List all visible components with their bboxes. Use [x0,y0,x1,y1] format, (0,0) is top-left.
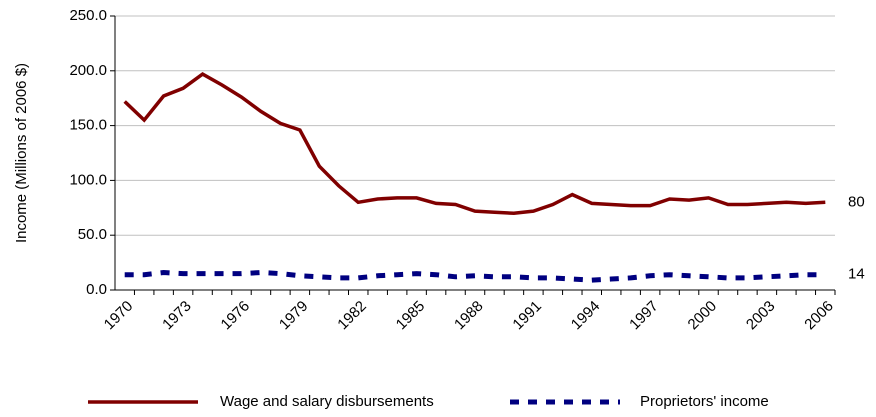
x-tick-label: 2003 [743,298,779,334]
y-axis-label: Income (Millions of 2006 $) [13,63,30,243]
x-tick-label: 1988 [451,298,487,334]
x-tick-label: 1970 [101,298,137,334]
end-label: 80 [848,193,865,210]
x-tick-label: 1985 [393,298,429,334]
y-tick-label: 150.0 [69,117,107,134]
y-tick-label: 50.0 [78,226,107,243]
end-label: 14 [848,266,865,283]
series-line [124,269,826,283]
legend-label: Wage and salary disbursements [220,393,434,410]
x-tick-label: 1994 [568,298,604,334]
x-tick-label: 2000 [685,298,721,334]
y-tick-label: 100.0 [69,171,107,188]
x-tick-label: 1982 [334,298,370,334]
x-tick-label: 1976 [218,298,254,334]
y-tick-label: 0.0 [86,281,107,298]
x-tick-label: 1979 [276,298,312,334]
x-tick-label: 1991 [509,298,545,334]
series-line [123,72,826,216]
y-tick-label: 250.0 [69,7,107,24]
x-tick-label: 1997 [626,298,662,334]
x-tick-label: 1973 [159,298,195,334]
x-tick-label: 2006 [801,298,837,334]
y-tick-label: 200.0 [69,62,107,79]
legend-label: Proprietors' income [640,393,769,410]
